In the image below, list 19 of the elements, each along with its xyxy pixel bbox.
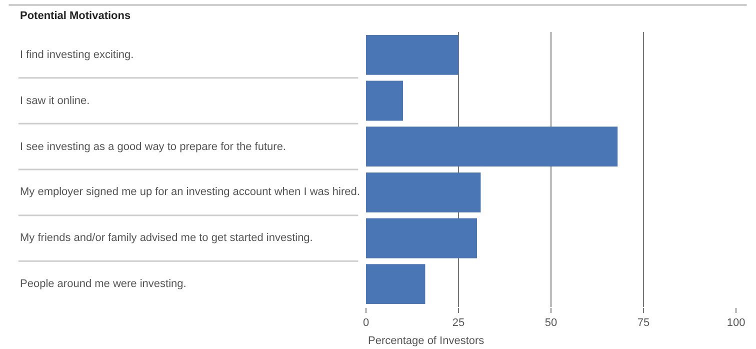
y-tick-label: My employer signed me up for an investing account when I was hired. <box>20 186 360 198</box>
y-tick-label: People around me were investing. <box>20 278 186 290</box>
bar <box>366 218 477 258</box>
y-tick-label: I find investing exciting. <box>20 49 134 61</box>
bar <box>366 172 481 212</box>
bar <box>366 126 618 167</box>
x-tick-label: 75 <box>637 317 650 330</box>
bar <box>366 264 426 304</box>
x-tick-label: 100 <box>726 317 746 330</box>
x-tick-label: 25 <box>452 317 465 330</box>
y-tick-label: My friends and/or family advised me to get started investing. <box>20 232 313 244</box>
x-tick-label: 0 <box>362 317 370 330</box>
y-tick-label: I see investing as a good way to prepare for the future. <box>20 141 286 153</box>
bar <box>366 80 403 121</box>
text: Potential Motivations <box>20 10 131 22</box>
bar <box>366 34 458 75</box>
y-tick-label: I saw it online. <box>20 95 90 107</box>
x-tick-label: 50 <box>544 317 558 330</box>
x-axis-title: Percentage of Investors <box>368 335 485 347</box>
